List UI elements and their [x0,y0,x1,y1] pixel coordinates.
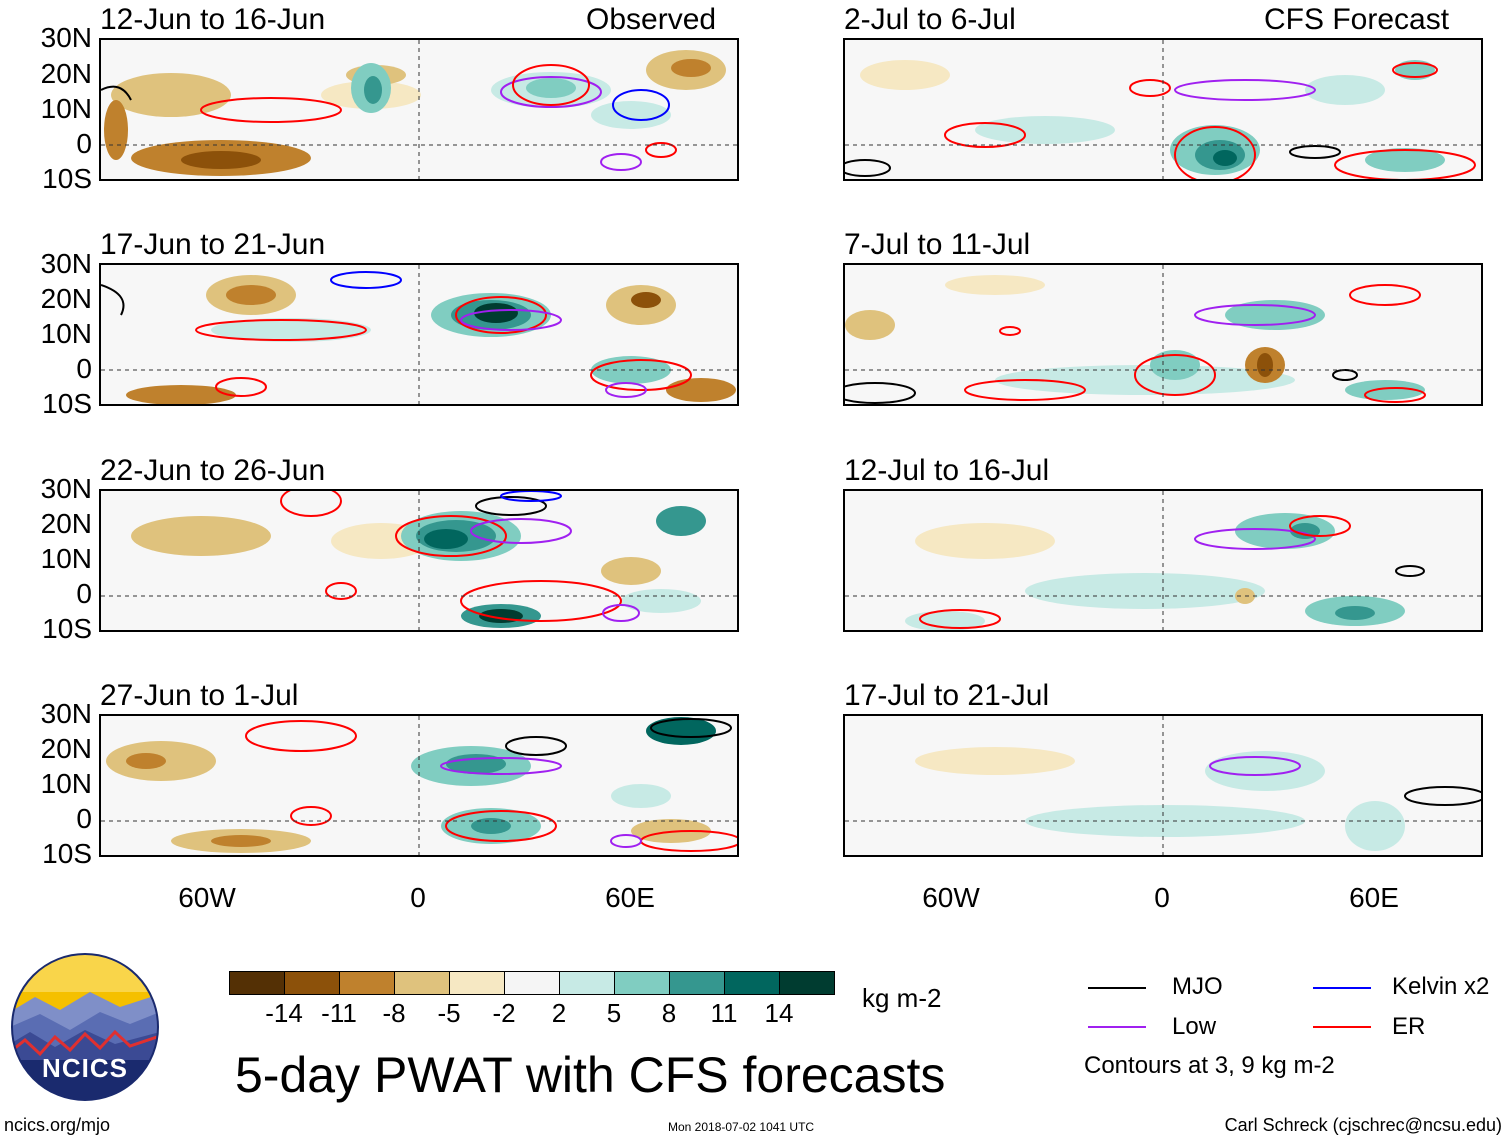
map-panel [99,263,739,406]
legend-label-er: ER [1392,1013,1426,1040]
panel-date-range: 12-Jun to 16-Jun [100,3,326,36]
colorbar-swatch [724,971,780,995]
map-panel [843,38,1483,181]
legend-label-low: Low [1172,1013,1217,1040]
lat-label: 0 [76,128,92,159]
map-panel [99,489,739,632]
colorbar-tick-label: 14 [764,998,794,1028]
lon-label: 60E [605,882,655,913]
map-panel [843,489,1483,632]
lat-label: 30N [40,698,92,729]
panel-date-range: 7-Jul to 11-Jul [844,228,1031,261]
lon-label: 60W [178,882,236,913]
colorbar-units: kg m-2 [862,983,942,1013]
lon-label: 60E [1349,882,1399,913]
panel-date-range: 17-Jul to 21-Jul [844,679,1050,712]
colorbar-swatch [339,971,395,995]
lon-label: 60W [922,882,980,913]
pwat-field [101,716,737,855]
pwat-field [101,40,737,179]
panel-date-range: 17-Jun to 21-Jun [100,228,326,261]
lat-label: 10N [40,93,92,124]
map-panel [843,714,1483,857]
colorbar-tick-label: -14 [265,998,303,1028]
lat-label: 30N [40,248,92,279]
colorbar-swatch [394,971,450,995]
pwat-field [845,40,1481,179]
colorbar-tick-label: -2 [492,998,516,1028]
figure-title: 5-day PWAT with CFS forecasts [235,1047,946,1103]
lat-label: 10S [42,613,92,644]
lat-label: 10S [42,163,92,194]
lat-label: 20N [40,733,92,764]
legend-note: Contours at 3, 9 kg m-2 [1084,1052,1335,1079]
lat-label: 10N [40,318,92,349]
panel-date-range: 12-Jul to 16-Jul [844,454,1050,487]
colorbar-swatch [779,971,835,995]
lat-label: 10S [42,838,92,869]
lat-label: 20N [40,508,92,539]
footer-timestamp: Mon 2018-07-02 1041 UTC [668,1120,815,1134]
legend-label-kelvin: Kelvin x2 [1392,973,1490,1000]
lat-label: 10N [40,543,92,574]
colorbar-swatch [449,971,505,995]
colorbar-swatch [504,971,560,995]
ncics-logo: NCICS [10,952,160,1102]
column-header-forecast: CFS Forecast [1264,3,1450,36]
footer-url: ncics.org/mjo [4,1115,111,1135]
lat-label: 20N [40,283,92,314]
lon-label: 0 [1154,882,1170,913]
lat-label: 0 [76,803,92,834]
colorbar-tick-label: 2 [551,998,567,1028]
colorbar-swatch [559,971,615,995]
panel-date-range: 27-Jun to 1-Jul [100,679,299,712]
lat-label: 10N [40,768,92,799]
legend-line-low [1088,1026,1146,1028]
lat-label: 30N [40,473,92,504]
colorbar-tick-label: 8 [661,998,677,1028]
colorbar-boxes [229,971,835,995]
legend-label-mjo: MJO [1172,973,1223,1000]
lat-label: 10S [42,388,92,419]
colorbar-tick-label: 5 [606,998,622,1028]
colorbar-ticks: -14 -11 -8 -5 -2 2 5 8 11 14 [229,1000,834,1030]
map-panel [99,714,739,857]
logo-text: NCICS [42,1053,128,1083]
column-header-observed: Observed [586,3,717,36]
colorbar-tick-label: -11 [321,998,357,1028]
colorbar-tick-label: -5 [437,998,461,1028]
pwat-field [845,491,1481,630]
footer-author: Carl Schreck (cjschrec@ncsu.edu) [1224,1115,1502,1135]
map-panel [99,38,739,181]
pwat-field [845,265,1481,404]
lat-label: 0 [76,353,92,384]
pwat-field [845,716,1481,855]
colorbar-swatch [614,971,670,995]
pwat-field [101,491,737,630]
colorbar-swatch [669,971,725,995]
colorbar-swatch [284,971,340,995]
lat-label: 0 [76,578,92,609]
legend-line-kelvin [1313,987,1371,989]
colorbar-tick-label: -8 [382,998,406,1028]
lat-label: 30N [40,22,92,53]
panel-date-range: 2-Jul to 6-Jul [844,3,1016,36]
panel-date-range: 22-Jun to 26-Jun [100,454,326,487]
lat-label: 20N [40,58,92,89]
colorbar-tick-label: 11 [710,998,738,1028]
pwat-field [101,265,737,404]
legend-line-er [1313,1026,1371,1028]
map-panel [843,263,1483,406]
colorbar-swatch [229,971,285,995]
legend-line-mjo [1088,987,1146,989]
lon-label: 0 [410,882,426,913]
